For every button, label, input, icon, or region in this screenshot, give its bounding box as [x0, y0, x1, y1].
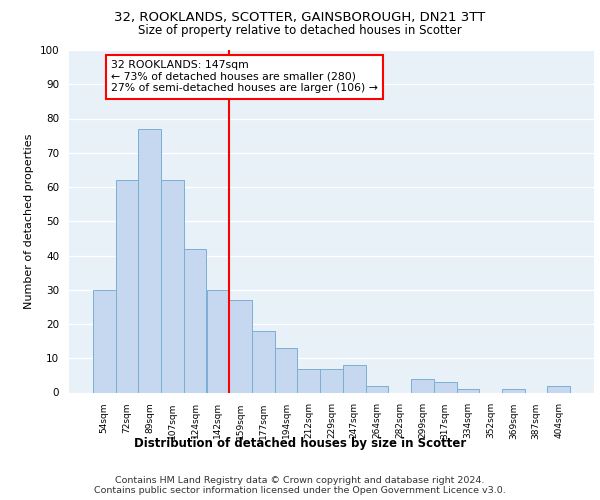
- Bar: [184, 248, 206, 392]
- Bar: [365, 386, 388, 392]
- Bar: [229, 300, 252, 392]
- Bar: [320, 368, 343, 392]
- Bar: [116, 180, 139, 392]
- Bar: [298, 368, 320, 392]
- Text: Contains HM Land Registry data © Crown copyright and database right 2024.
Contai: Contains HM Land Registry data © Crown c…: [94, 476, 506, 496]
- Bar: [547, 386, 570, 392]
- Bar: [161, 180, 184, 392]
- Bar: [411, 379, 434, 392]
- Bar: [93, 290, 116, 392]
- Bar: [502, 389, 524, 392]
- Text: 32, ROOKLANDS, SCOTTER, GAINSBOROUGH, DN21 3TT: 32, ROOKLANDS, SCOTTER, GAINSBOROUGH, DN…: [115, 11, 485, 24]
- Bar: [275, 348, 298, 393]
- Y-axis label: Number of detached properties: Number of detached properties: [24, 134, 34, 309]
- Bar: [206, 290, 229, 392]
- Text: 32 ROOKLANDS: 147sqm
← 73% of detached houses are smaller (280)
27% of semi-deta: 32 ROOKLANDS: 147sqm ← 73% of detached h…: [111, 60, 378, 94]
- Bar: [343, 365, 365, 392]
- Bar: [252, 331, 275, 392]
- Text: Distribution of detached houses by size in Scotter: Distribution of detached houses by size …: [134, 438, 466, 450]
- Bar: [139, 129, 161, 392]
- Bar: [434, 382, 457, 392]
- Bar: [457, 389, 479, 392]
- Text: Size of property relative to detached houses in Scotter: Size of property relative to detached ho…: [138, 24, 462, 37]
